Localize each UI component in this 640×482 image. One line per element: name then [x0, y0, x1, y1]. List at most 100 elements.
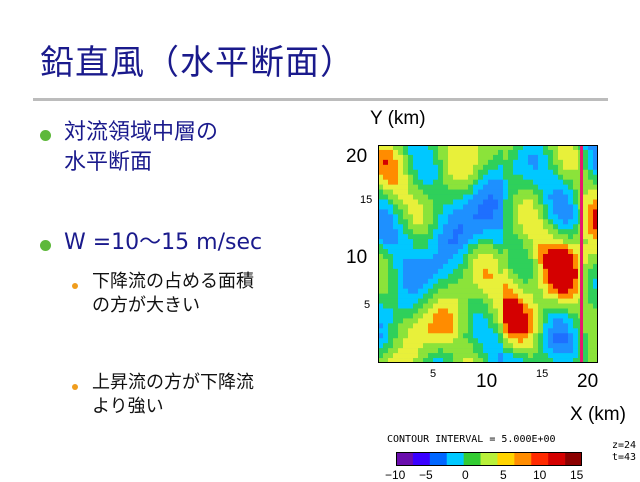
- heatmap-cell: [403, 194, 409, 200]
- heatmap-cell: [438, 154, 444, 161]
- heatmap-cell: [523, 209, 529, 215]
- heatmap-cell: [393, 204, 399, 210]
- heatmap-cell: [388, 313, 394, 319]
- heatmap-cell: [433, 288, 439, 294]
- heatmap-cell: [378, 298, 384, 304]
- heatmap-cell: [568, 229, 574, 235]
- heatmap-cell: [593, 348, 598, 354]
- heatmap-cell: [553, 249, 559, 255]
- heatmap-cell: [463, 199, 469, 205]
- heatmap-cell: [518, 313, 524, 319]
- heatmap-cell: [438, 169, 444, 176]
- heatmap-cell: [538, 348, 544, 354]
- heatmap-cell: [413, 338, 419, 344]
- heatmap-cell: [483, 348, 489, 354]
- heatmap-cell: [428, 308, 434, 314]
- heatmap-cell: [488, 254, 494, 260]
- heatmap-cell: [423, 254, 429, 260]
- heatmap-cell: [523, 194, 529, 200]
- heatmap-cell: [458, 328, 464, 334]
- heatmap-cell: [453, 288, 459, 294]
- heatmap-cell: [468, 194, 474, 200]
- heatmap-cell: [588, 353, 594, 359]
- heatmap-cell: [563, 348, 569, 354]
- heatmap-cell: [413, 258, 419, 265]
- heatmap-cell: [428, 293, 434, 299]
- heatmap-cell: [433, 313, 439, 319]
- heatmap-cell: [588, 293, 594, 299]
- heatmap-cell: [398, 234, 404, 240]
- y-tick-20: 20: [346, 146, 368, 167]
- heatmap-cell: [428, 169, 434, 176]
- heatmap-cell: [563, 244, 569, 250]
- heatmap-cell: [413, 323, 419, 329]
- heatmap-cell: [378, 249, 384, 255]
- heatmap-cell: [533, 145, 539, 151]
- heatmap-cell: [468, 288, 474, 294]
- heatmap-cell: [433, 204, 439, 210]
- heatmap-cell: [568, 164, 574, 171]
- heatmap-cell: [423, 249, 429, 255]
- heatmap-cell: [438, 244, 444, 250]
- heatmap-cell: [433, 323, 439, 329]
- heatmap-cell: [548, 348, 554, 354]
- heatmap-cell: [393, 209, 399, 215]
- heatmap-cell: [408, 184, 414, 190]
- heatmap-cell: [548, 209, 554, 215]
- heatmap-cell: [473, 169, 479, 176]
- heatmap-cell: [593, 184, 598, 190]
- heatmap-cell: [583, 199, 589, 205]
- heatmap-cell: [413, 145, 419, 151]
- heatmap-cell: [513, 149, 519, 156]
- heatmap-cell: [548, 189, 554, 195]
- heatmap-cell: [503, 249, 509, 255]
- heatmap-cell: [463, 268, 469, 275]
- heatmap-cell: [568, 254, 574, 260]
- heatmap-cell: [488, 149, 494, 156]
- heatmap-cell: [568, 149, 574, 156]
- heatmap-cell: [473, 159, 479, 166]
- heatmap-cell: [573, 268, 579, 275]
- heatmap-cell: [583, 263, 589, 270]
- heatmap-cell: [573, 333, 579, 339]
- heatmap-cell: [493, 313, 499, 319]
- heatmap-cell: [543, 263, 549, 270]
- heatmap-cell: [463, 194, 469, 200]
- heatmap-cell: [388, 244, 394, 250]
- heatmap-cell: [428, 194, 434, 200]
- heatmap-cell: [518, 174, 524, 180]
- heatmap-cell: [493, 273, 499, 280]
- heatmap-cell: [378, 224, 384, 230]
- heatmap-cell: [483, 258, 489, 265]
- heatmap-cell: [493, 343, 499, 349]
- heatmap-cell: [533, 239, 539, 245]
- heatmap-cell: [508, 293, 514, 299]
- heatmap-cell: [543, 308, 549, 314]
- heatmap-cell: [383, 323, 389, 329]
- heatmap-cell: [548, 328, 554, 334]
- heatmap-cell: [443, 149, 449, 156]
- heatmap-cell: [523, 234, 529, 240]
- heatmap-cell: [448, 159, 454, 166]
- heatmap-cell: [448, 145, 454, 151]
- heatmap-cell: [488, 278, 494, 285]
- heatmap-cell: [483, 338, 489, 344]
- heatmap-cell: [393, 348, 399, 354]
- heatmap-cell: [533, 328, 539, 334]
- heatmap-cell: [593, 333, 598, 339]
- heatmap-cell: [538, 145, 544, 151]
- heatmap-cell: [418, 318, 424, 324]
- heatmap-cell: [593, 145, 598, 151]
- heatmap-cell: [423, 184, 429, 190]
- heatmap-cell: [568, 239, 574, 245]
- heatmap-cell: [423, 164, 429, 171]
- heatmap-cell: [418, 278, 424, 285]
- heatmap-cell: [413, 229, 419, 235]
- heatmap-cell: [528, 219, 534, 225]
- heatmap-cell: [423, 358, 429, 363]
- heatmap-cell: [523, 219, 529, 225]
- heatmap-cell: [518, 145, 524, 151]
- heatmap-cell: [543, 209, 549, 215]
- x-tick-20: 20: [577, 371, 599, 392]
- heatmap-cell: [378, 283, 384, 289]
